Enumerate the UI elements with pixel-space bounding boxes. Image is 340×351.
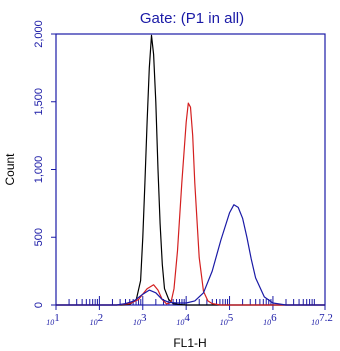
x-tick-label: 101 — [46, 312, 60, 327]
y-axis-label-group: Count — [3, 153, 17, 186]
y-tick-label: 0 — [33, 302, 45, 308]
histogram-series-1 — [56, 34, 325, 306]
histogram-series-2 — [56, 102, 325, 306]
x-tick-label: 106 — [263, 312, 277, 327]
y-tick-label: 1,000 — [33, 156, 45, 184]
x-tick-label: 107.2 — [311, 312, 333, 327]
x-tick-label: 103 — [133, 312, 147, 327]
y-tick-label: 2,000 — [33, 20, 45, 48]
x-axis-label: FL1-H — [173, 336, 206, 350]
y-tick-label: 500 — [33, 228, 45, 246]
x-tick-label: 102 — [90, 312, 104, 327]
y-tick-label: 1,500 — [33, 88, 45, 116]
histogram-series-3 — [56, 204, 325, 306]
chart-title: Gate: (P1 in all) — [140, 10, 244, 27]
x-tick-label: 104 — [176, 312, 190, 327]
plot-frame — [55, 33, 326, 306]
x-tick-label: 105 — [220, 312, 234, 327]
y-axis-label: Count — [3, 153, 17, 186]
plot-area: 0 500 1,000 1,500 2,000 101 102 103 104 105 106 107… — [33, 20, 333, 327]
